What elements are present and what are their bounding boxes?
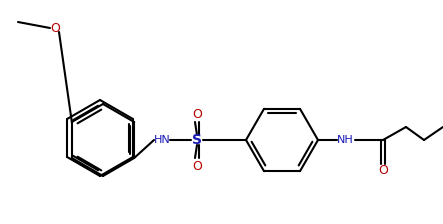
Text: O: O <box>192 159 202 172</box>
Text: O: O <box>50 22 60 34</box>
Text: HN: HN <box>154 135 171 145</box>
Text: NH: NH <box>337 135 354 145</box>
Text: O: O <box>192 108 202 121</box>
Text: O: O <box>378 164 388 177</box>
Text: S: S <box>192 133 202 147</box>
